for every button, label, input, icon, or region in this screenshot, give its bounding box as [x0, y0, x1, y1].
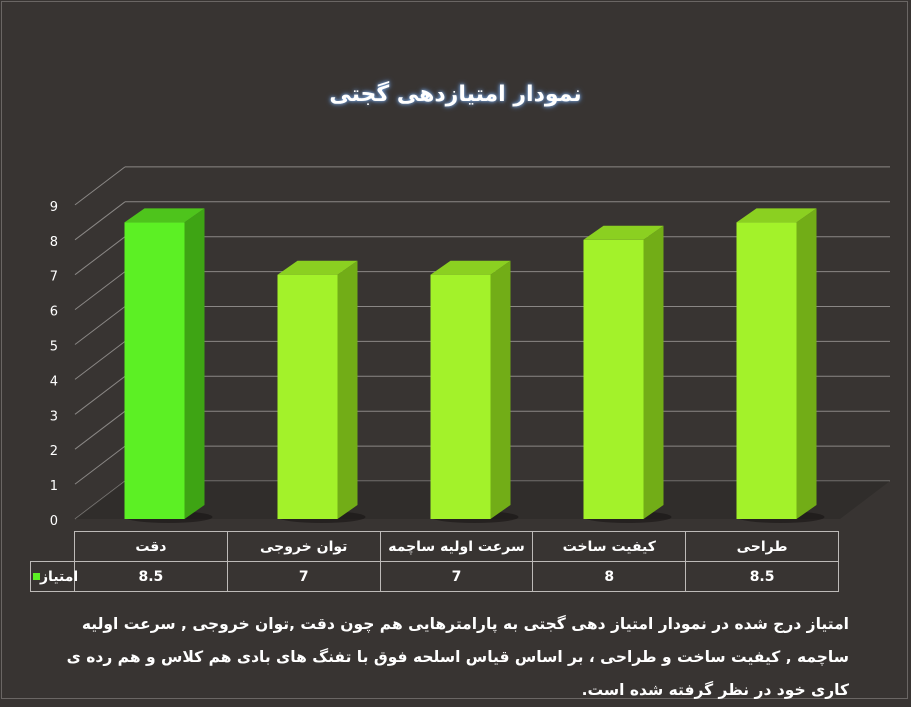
y-tick-label: 3: [50, 409, 58, 424]
bar-side: [337, 260, 358, 519]
bar: [736, 222, 797, 519]
data-table: دقت توان خروجی سرعت اولیه ساچمه کیفیت ساخت ط…: [30, 531, 839, 592]
bar-side: [643, 225, 664, 520]
y-tick-label: 9: [50, 200, 58, 215]
bar-top: [736, 208, 817, 223]
gridline-diagonal: [74, 306, 126, 345]
y-tick-label: 8: [50, 235, 58, 250]
legend-entry: امتیاز: [30, 561, 79, 592]
bar: [277, 274, 338, 519]
legend-swatch: [33, 573, 40, 580]
gridline-diagonal: [74, 341, 126, 380]
y-tick-label: 2: [50, 444, 58, 459]
y-tick-label: 0: [50, 514, 58, 529]
chart-title: نمودار امتیازدهی گجتی: [329, 82, 582, 107]
bar-top: [124, 208, 205, 223]
table-value-cell: 8.5: [685, 561, 839, 592]
table-value-cell: 8: [532, 561, 687, 592]
bar-side: [184, 208, 205, 519]
bar-side: [796, 208, 817, 519]
value-row: امتیاز 8.5 7 7 8 8.5: [30, 561, 839, 592]
bar: [124, 222, 185, 519]
gridline-diagonal: [74, 166, 126, 206]
gridline-diagonal: [74, 410, 126, 450]
table-category-cell: کیفیت ساخت: [532, 531, 687, 562]
gridline-diagonal: [74, 445, 126, 485]
bar: [583, 239, 644, 520]
legend-label: امتیاز: [40, 568, 79, 585]
gridline-diagonal: [74, 201, 126, 241]
y-tick-label: 4: [50, 374, 58, 389]
y-tick-label: 1: [50, 479, 58, 494]
bar-top: [277, 260, 358, 275]
chart-plot-area: 0 1 2 3 4 5 6 7 8 9: [50, 166, 890, 529]
category-row: دقت توان خروجی سرعت اولیه ساچمه کیفیت ساخت ط…: [30, 531, 839, 562]
bar-side: [490, 260, 511, 519]
y-tick-label: 5: [50, 340, 58, 355]
y-tick-label: 6: [50, 305, 58, 320]
table-category-cell: طراحی: [685, 531, 839, 562]
table-value-cell: 8.5: [74, 561, 228, 592]
y-tick-label: 7: [50, 270, 58, 285]
chart-caption: امتیاز درج شده در نمودار امتیاز دهی گجتی…: [66, 615, 849, 699]
table-category-cell: دقت: [74, 531, 228, 562]
bar-top: [583, 225, 664, 240]
table-category-cell: توان خروجی: [226, 531, 381, 562]
gridline-diagonal: [74, 236, 126, 276]
table-corner: [30, 531, 75, 562]
gridline-diagonal: [74, 271, 126, 310]
table-category-cell: سرعت اولیه ساچمه: [379, 531, 534, 562]
table-value-cell: 7: [226, 561, 381, 592]
bar-top: [430, 260, 511, 275]
table-value-cell: 7: [379, 561, 534, 592]
gridline-diagonal: [74, 375, 126, 415]
bar: [430, 274, 491, 519]
